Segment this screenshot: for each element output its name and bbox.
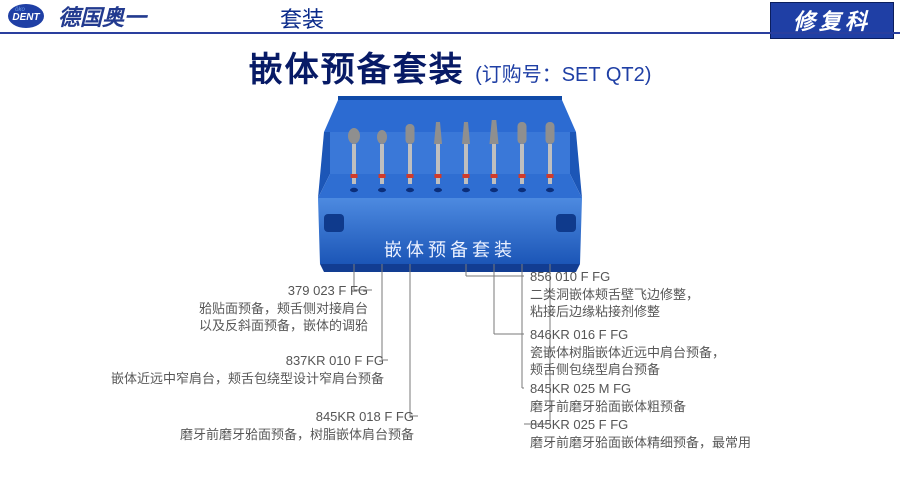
brand-text: 德国奥一 — [58, 0, 146, 32]
callout-left-2: 837KR 010 F FG 嵌体近远中窄肩台，颊舌包绕型设计窄肩台预备 — [84, 352, 384, 387]
product-desc: 以及反斜面预备，嵌体的调𬌗 — [128, 317, 368, 335]
box-label: 嵌体预备套装 — [308, 236, 592, 262]
product-code: 845KR 025 M FG — [530, 380, 800, 398]
svg-text:DENT: DENT — [12, 12, 40, 23]
page-title: 嵌体预备套装 — [249, 51, 465, 89]
product-code: 379 023 F FG — [128, 282, 368, 300]
product-code: 846KR 016 F FG — [530, 326, 800, 344]
order-number: (订购号：SET QT2) — [475, 64, 651, 86]
callout-right-4: 845KR 025 F FG 磨牙前磨牙𬌗面嵌体精细预备，最常用 — [530, 416, 830, 451]
title-row: 嵌体预备套装 (订购号：SET QT2) — [0, 42, 900, 91]
callout-right-3: 845KR 025 M FG 磨牙前磨牙𬌗面嵌体粗预备 — [530, 380, 800, 415]
callout-right-2: 846KR 016 F FG 瓷嵌体树脂嵌体近远中肩台预备， 颊舌侧包绕型肩台预… — [530, 326, 800, 379]
product-desc: 𬌗贴面预备，颊舌侧对接肩台 — [128, 300, 368, 318]
svg-text:öko: öko — [15, 7, 25, 13]
product-desc: 磨牙前磨牙𬌗面预备，树脂嵌体肩台预备 — [114, 426, 414, 444]
header-category: 套装 — [280, 2, 324, 34]
brand-logo: DENT öko 德国奥一 — [0, 0, 146, 32]
product-code: 837KR 010 F FG — [84, 352, 384, 370]
product-desc: 磨牙前磨牙𬌗面嵌体粗预备 — [530, 398, 800, 416]
product-desc: 二类洞嵌体颊舌壁飞边修整， — [530, 286, 800, 304]
callout-right-1: 856 010 F FG 二类洞嵌体颊舌壁飞边修整， 粘接后边缘粘接剂修整 — [530, 268, 800, 321]
product-code: 845KR 018 F FG — [114, 408, 414, 426]
product-desc: 瓷嵌体树脂嵌体近远中肩台预备， — [530, 344, 800, 362]
product-desc: 颊舌侧包绕型肩台预备 — [530, 361, 800, 379]
header: DENT öko 德国奥一 套装 修复科 — [0, 0, 900, 32]
product-desc: 粘接后边缘粘接剂修整 — [530, 303, 800, 321]
product-box: 嵌体预备套装 — [308, 96, 592, 276]
callout-left-3: 845KR 018 F FG 磨牙前磨牙𬌗面预备，树脂嵌体肩台预备 — [114, 408, 414, 443]
callout-left-1: 379 023 F FG 𬌗贴面预备，颊舌侧对接肩台 以及反斜面预备，嵌体的调𬌗 — [128, 282, 368, 335]
product-desc: 磨牙前磨牙𬌗面嵌体精细预备，最常用 — [530, 434, 830, 452]
product-code: 845KR 025 F FG — [530, 416, 830, 434]
product-code: 856 010 F FG — [530, 268, 800, 286]
logo-icon: DENT öko — [6, 2, 54, 30]
product-desc: 嵌体近远中窄肩台，颊舌包绕型设计窄肩台预备 — [84, 370, 384, 388]
header-divider — [0, 32, 900, 34]
